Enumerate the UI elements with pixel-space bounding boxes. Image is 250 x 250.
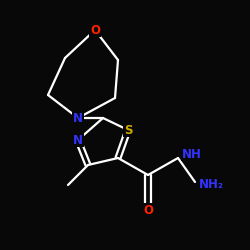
Text: N: N [73, 134, 83, 146]
Text: O: O [143, 204, 153, 216]
Text: NH: NH [182, 148, 202, 160]
Text: S: S [124, 124, 132, 136]
Text: O: O [90, 24, 100, 36]
Text: N: N [73, 112, 83, 124]
Text: NH₂: NH₂ [199, 178, 224, 190]
